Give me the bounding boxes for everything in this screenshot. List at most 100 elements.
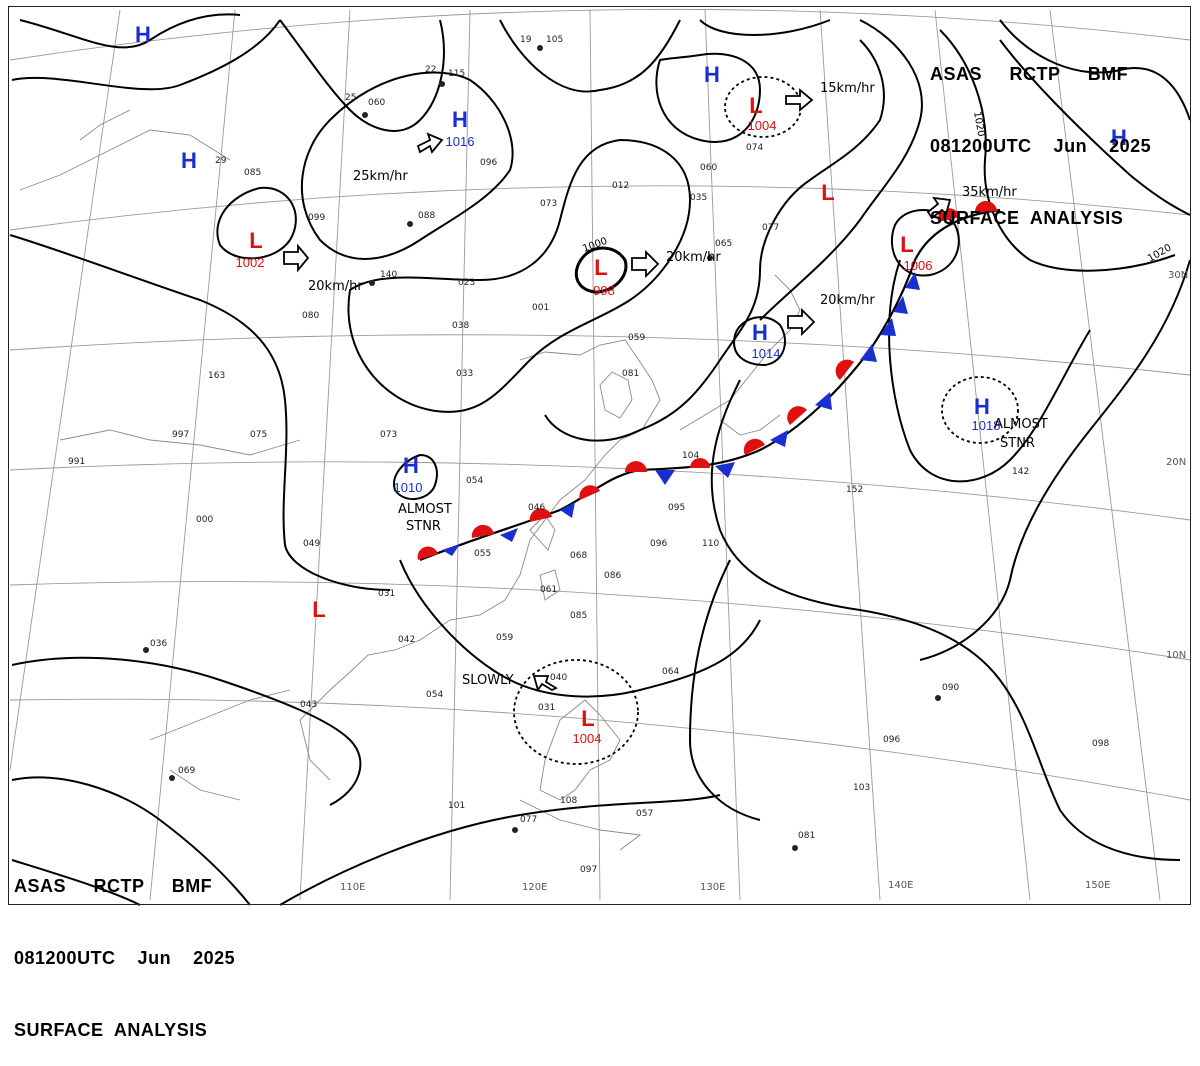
movement-speed: 25km/hr — [353, 169, 408, 184]
isobar-value: 1020 — [971, 111, 986, 138]
high-center-symbol: H — [752, 320, 768, 345]
isobars — [9, 13, 1191, 906]
station-text: 059 — [628, 333, 645, 343]
station-text: 077 — [762, 223, 779, 233]
movement-speed: 20km/hr — [308, 279, 363, 294]
pressure-centers: H 1016 H 1010 H 1014 H 1018 H H H H L 10… — [135, 22, 1127, 746]
station-text: 103 — [853, 783, 870, 793]
station-text: 060 — [700, 163, 717, 173]
station-text: 101 — [448, 801, 465, 811]
high-center-value: 1014 — [752, 346, 781, 361]
graticule — [9, 8, 1191, 901]
low-center-symbol: L — [312, 597, 325, 622]
lon-label: 150E — [1085, 880, 1110, 891]
station-text: 096 — [883, 735, 900, 745]
coastlines — [19, 109, 801, 851]
movement-speed: 15km/hr — [820, 81, 875, 96]
station-text: 105 — [546, 35, 563, 45]
stationary-note: STNR — [406, 519, 441, 534]
station-text: 073 — [540, 199, 557, 209]
station-text: 081 — [622, 369, 639, 379]
station-text: 075 — [250, 430, 267, 440]
high-center-symbol: H — [1111, 125, 1127, 150]
lat-label: 10N — [1166, 650, 1186, 661]
station-text: 096 — [480, 158, 497, 168]
station-text: 108 — [560, 796, 577, 806]
lat-label: 20N — [1166, 457, 1186, 468]
station-text: 031 — [378, 589, 395, 599]
lat-label: 30N — [1168, 270, 1188, 281]
station-text: 064 — [662, 667, 679, 677]
low-center-symbol: L — [581, 706, 594, 731]
high-center-symbol: H — [452, 107, 468, 132]
lon-label: 110E — [340, 882, 365, 893]
station-text: 054 — [426, 690, 443, 700]
station-text: 059 — [496, 633, 513, 643]
station-text: 29 — [215, 156, 227, 166]
station-text: 000 — [196, 515, 213, 525]
station-text: 090 — [942, 683, 959, 693]
station-text: 163 — [208, 371, 225, 381]
station-text: 19 — [520, 35, 532, 45]
station-text: 142 — [1012, 467, 1029, 477]
high-center-value: 1016 — [446, 134, 475, 149]
station-text: 033 — [456, 369, 473, 379]
station-text: 140 — [380, 270, 397, 280]
low-center-value: 1002 — [236, 255, 265, 270]
station-text: 040 — [550, 673, 567, 683]
high-center-symbol: H — [974, 394, 990, 419]
station-text: 997 — [172, 430, 189, 440]
header-title-line: SURFACE ANALYSIS — [14, 1020, 208, 1040]
station-text: 049 — [303, 539, 320, 549]
station-text: 104 — [682, 451, 699, 461]
station-text: 055 — [474, 549, 491, 559]
header-title-line: SURFACE ANALYSIS — [930, 208, 1124, 228]
station-text: 096 — [650, 539, 667, 549]
station-text: 080 — [302, 311, 319, 321]
low-center-symbol: L — [249, 228, 262, 253]
high-center-symbol: H — [181, 148, 197, 173]
movement-speed: 20km/hr — [666, 250, 721, 265]
high-center-value: 1018 — [972, 418, 1001, 433]
station-text: 036 — [150, 639, 167, 649]
station-text: 097 — [580, 865, 597, 875]
movement-labels: 25km/hr 20km/hr 20km/hr 20km/hr 15km/hr … — [308, 81, 1048, 688]
header-station-line: ASAS RCTP BMF — [930, 64, 1129, 84]
station-text: 095 — [668, 503, 685, 513]
low-center-value: 1004 — [748, 118, 777, 133]
station-text: 046 — [528, 503, 545, 513]
station-text: 068 — [570, 551, 587, 561]
station-text: 057 — [636, 809, 653, 819]
low-center-value: 1006 — [904, 258, 933, 273]
lon-label: 130E — [700, 882, 725, 893]
station-text: 043 — [300, 700, 317, 710]
low-center-symbol: L — [594, 255, 607, 280]
station-text: 042 — [398, 635, 415, 645]
lon-label: 120E — [522, 882, 547, 893]
low-center-value: 1004 — [573, 731, 602, 746]
station-text: 012 — [612, 181, 629, 191]
high-center-symbol: H — [403, 453, 419, 478]
motion-arrows — [283, 88, 952, 693]
station-text: 035 — [690, 193, 707, 203]
station-text: 074 — [746, 143, 763, 153]
station-text: 085 — [244, 168, 261, 178]
movement-speed: SLOWLY — [462, 673, 514, 688]
station-text: 065 — [715, 239, 732, 249]
station-text: 086 — [604, 571, 621, 581]
station-text: 077 — [520, 815, 537, 825]
stationary-note: STNR — [1000, 436, 1035, 451]
station-text: 110 — [702, 539, 719, 549]
weather-map: 19 105 22 115 25 060 29 085 099 088 096 … — [9, 8, 1191, 906]
station-text: 115 — [448, 69, 465, 79]
movement-speed: 20km/hr — [820, 293, 875, 308]
station-text: 073 — [380, 430, 397, 440]
low-center-symbol: L — [900, 232, 913, 257]
coordinate-labels: 110E 120E 130E 140E 150E 30N 20N 10N — [340, 270, 1188, 893]
movement-speed: 35km/hr — [962, 185, 1017, 200]
low-center-value: 998 — [593, 283, 615, 298]
frontal-boundary — [417, 200, 1001, 562]
station-text: 088 — [418, 211, 435, 221]
header-time-line: 081200UTC Jun 2025 — [930, 136, 1152, 156]
station-text: 054 — [466, 476, 483, 486]
